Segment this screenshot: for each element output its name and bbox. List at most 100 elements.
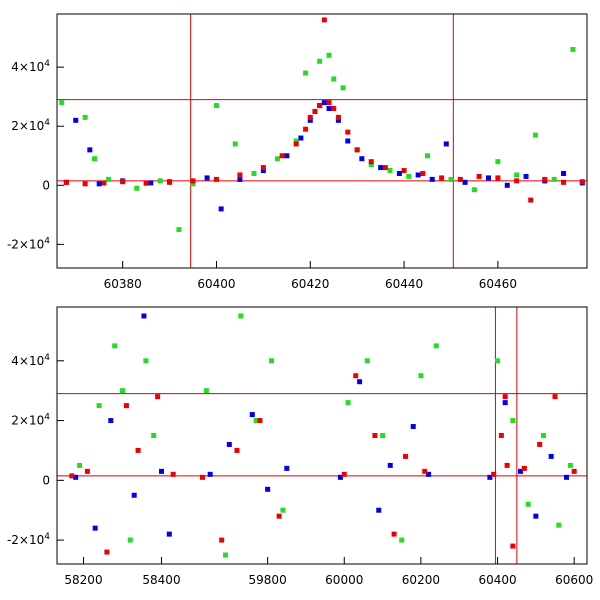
data-point (157, 178, 163, 184)
data-point (307, 117, 313, 123)
data-point (571, 468, 577, 474)
x-tick-label: 60400 (478, 573, 516, 587)
top-reference-lines (57, 14, 587, 268)
data-point (326, 100, 332, 106)
data-point (396, 170, 402, 176)
data-point (504, 182, 510, 188)
data-point (422, 468, 428, 474)
data-point (134, 185, 140, 191)
data-point (120, 179, 126, 185)
data-point (237, 172, 243, 178)
data-point (96, 181, 102, 187)
data-point (307, 114, 313, 120)
data-point (87, 147, 93, 153)
data-point (166, 531, 172, 537)
data-point (331, 76, 337, 82)
data-point (203, 388, 209, 394)
data-point (420, 170, 426, 176)
data-point (487, 474, 493, 480)
data-point (213, 176, 219, 182)
data-point (495, 358, 501, 364)
data-point (368, 162, 374, 168)
data-point (552, 394, 558, 400)
x-tick-label: 58200 (64, 573, 102, 587)
y-tick-label: -2×104 (7, 532, 50, 547)
data-point (143, 358, 149, 364)
data-point (303, 70, 309, 76)
data-point (218, 206, 224, 212)
data-point (141, 313, 147, 319)
data-point (321, 100, 327, 106)
data-point (303, 126, 309, 132)
data-point (293, 141, 299, 147)
data-point (284, 153, 290, 159)
data-point (234, 447, 240, 453)
data-point (131, 492, 137, 498)
data-point (176, 227, 182, 233)
x-tick-label: 60460 (479, 277, 517, 291)
data-point (514, 178, 520, 184)
data-point (135, 447, 141, 453)
data-point (486, 175, 492, 181)
data-point (345, 129, 351, 135)
data-point (232, 141, 238, 147)
data-point (106, 176, 112, 182)
x-tick-label: 60000 (325, 573, 363, 587)
data-point (532, 132, 538, 138)
data-point (237, 176, 243, 182)
data-point (96, 403, 102, 409)
data-point (73, 117, 79, 123)
data-point (82, 114, 88, 120)
data-point (170, 471, 176, 477)
data-point (92, 156, 98, 162)
data-point (403, 453, 409, 459)
data-point (510, 418, 516, 424)
data-point (425, 153, 431, 159)
data-point (321, 17, 327, 23)
data-point (382, 165, 388, 171)
data-point (533, 513, 539, 519)
data-point (372, 433, 378, 438)
data-point (418, 373, 424, 379)
y-tick-label: 2×104 (11, 118, 50, 133)
data-point (521, 465, 527, 471)
data-point (143, 180, 149, 186)
data-point (345, 138, 351, 144)
data-point (260, 165, 266, 171)
data-point (326, 106, 332, 112)
top-y-axis: -2×104 0 2×104 4×104 (7, 59, 64, 251)
data-point (190, 178, 196, 184)
data-point (199, 474, 205, 480)
data-point (502, 394, 508, 400)
data-point (498, 433, 504, 438)
x-tick-label: 60440 (385, 277, 423, 291)
data-point (257, 418, 263, 424)
data-point (495, 159, 501, 165)
data-point (331, 106, 337, 112)
data-point (69, 473, 75, 479)
data-point (251, 170, 257, 176)
top-panel: 60380 60400 60420 60440 60460 -2×104 0 2×104 4×… (7, 13, 588, 291)
data-point (406, 173, 412, 179)
x-tick-label: 60400 (197, 277, 235, 291)
data-point (293, 138, 299, 144)
data-point (387, 168, 393, 174)
data-point (120, 388, 125, 394)
data-point (108, 418, 114, 424)
data-point (84, 468, 90, 474)
y-tick-label: 4×104 (11, 353, 50, 368)
data-point (337, 474, 343, 480)
data-point (127, 537, 133, 543)
data-point (570, 46, 576, 52)
data-point (317, 58, 323, 64)
data-point (59, 100, 65, 106)
data-point (207, 471, 213, 477)
data-point (148, 180, 154, 186)
data-point (82, 181, 88, 187)
x-tick-label: 60200 (402, 573, 440, 587)
x-tick-label: 59800 (249, 573, 287, 587)
data-point (265, 486, 271, 492)
data-point (391, 531, 397, 537)
data-point (502, 400, 508, 406)
